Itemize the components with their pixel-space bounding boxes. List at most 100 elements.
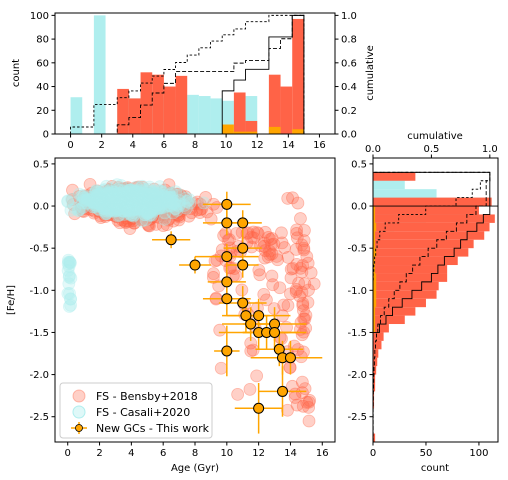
bensby-star-356 [116,205,130,219]
casali-star-787 [101,199,115,213]
casali-star-690 [158,200,172,214]
casali-star-709 [132,185,146,199]
casali-star-652 [118,187,132,200]
casali-star-705 [118,196,132,209]
bensby-star-454 [296,399,310,413]
casali-star-936 [105,195,119,209]
casali-star-1006 [143,201,157,215]
casali-star-1046 [113,191,127,205]
bensby-star-118 [119,205,132,219]
bensby-star-141 [95,196,109,209]
bensby-star-513 [301,296,315,309]
bensby-star-218 [162,212,176,226]
bensby-star-274 [130,195,144,209]
age-hist-xtick-label-4: 8 [192,140,198,151]
bensby-star-507 [223,233,236,246]
casali-star-1086 [91,192,105,206]
gc-point-0 [165,234,177,246]
bensby-star-167 [72,190,86,203]
bensby-star-286 [137,199,150,213]
casali-star-1092 [62,300,76,313]
bensby-star-394 [136,202,149,215]
bensby-star-305 [144,208,157,222]
casali-star-834 [119,194,133,208]
bensby-star-462 [293,289,307,303]
bensby-star-122 [136,197,150,211]
bensby-star-82 [165,195,179,209]
bensby-star-314 [129,200,143,214]
bensby-star-207 [190,203,204,217]
bensby-star-224 [178,193,192,207]
age-hist-y2tick-label-1: 0.2 [341,106,357,117]
bensby-star-447 [274,226,288,240]
bensby-star-418 [142,192,156,206]
casali-star-611 [109,201,123,215]
bensby-star-154 [122,193,136,207]
casali-star-1089 [104,191,118,205]
feh-histogram-bars [373,172,495,442]
casali-star-896 [102,185,115,199]
casali-star-1049 [126,189,140,203]
bensby-star-186 [80,193,93,207]
casali-star-998 [108,197,122,211]
casali-star-886 [112,198,126,211]
casali-star-991 [137,196,151,210]
age-hist-xtick-label-6: 12 [251,140,264,151]
casali-star-585 [129,180,143,194]
casali-star-931 [115,201,129,215]
bensby-star-148 [104,190,118,203]
bensby-star-57 [195,202,209,216]
feh-bar-series-2-bin-13 [373,281,377,291]
casali-star-1017 [116,193,129,207]
casali-star-666 [154,184,168,198]
bensby-star-268 [129,204,143,217]
bensby-star-552 [297,304,310,318]
bensby-star-235 [128,199,142,213]
casali-star-851 [118,197,132,211]
bensby-star-67 [140,188,154,202]
casali-star-981 [103,197,117,211]
casali-star-985 [98,204,112,218]
age-bar-series-2-bin-14 [233,131,246,134]
age-bar-series-0-bin-10 [187,94,199,134]
casali-star-624 [151,188,165,202]
bensby-star-31 [75,200,88,214]
feh-bar-series-1-bin-22 [373,357,378,367]
casali-star-885 [98,202,112,216]
feh-bar-series-1-bin-23 [373,366,377,375]
age-hist-xtick-label-3: 6 [161,140,167,151]
bensby-star-33 [121,190,135,204]
bensby-star-194 [123,208,137,222]
bensby-star-65 [113,204,127,218]
casali-star-946 [108,189,121,203]
casali-star-663 [91,189,105,203]
bensby-star-110 [83,177,97,191]
feh-bar-series-1-bin-14 [373,290,437,299]
casali-star-858 [136,196,150,210]
feh-bar-series-2-bin-11 [373,265,376,274]
casali-star-656 [142,194,156,208]
bensby-star-183 [119,197,133,211]
casali-star-761 [130,189,144,203]
bensby-star-225 [111,194,125,208]
bensby-star-521 [275,236,289,250]
bensby-star-328 [122,202,135,216]
feh-bar-series-1-bin-11 [373,265,448,274]
feh-hist-x2tick-label-1: 0.5 [423,144,439,155]
casali-star-741 [122,195,136,209]
casali-star-1085 [65,192,79,206]
gc-point-12 [245,318,257,330]
casali-star-919 [83,193,96,207]
casali-star-598 [143,197,156,211]
casali-star-924 [103,204,117,218]
bensby-star-179 [104,206,117,220]
bensby-star-395 [170,206,184,219]
casali-star-1060 [131,189,145,203]
casali-star-1005 [150,188,164,202]
casali-star-855 [129,199,143,213]
bensby-star-248 [119,202,133,215]
casali-star-580 [76,200,90,214]
bensby-star-26 [123,222,137,235]
bensby-star-364 [105,202,118,216]
bensby-star-77 [104,208,117,222]
